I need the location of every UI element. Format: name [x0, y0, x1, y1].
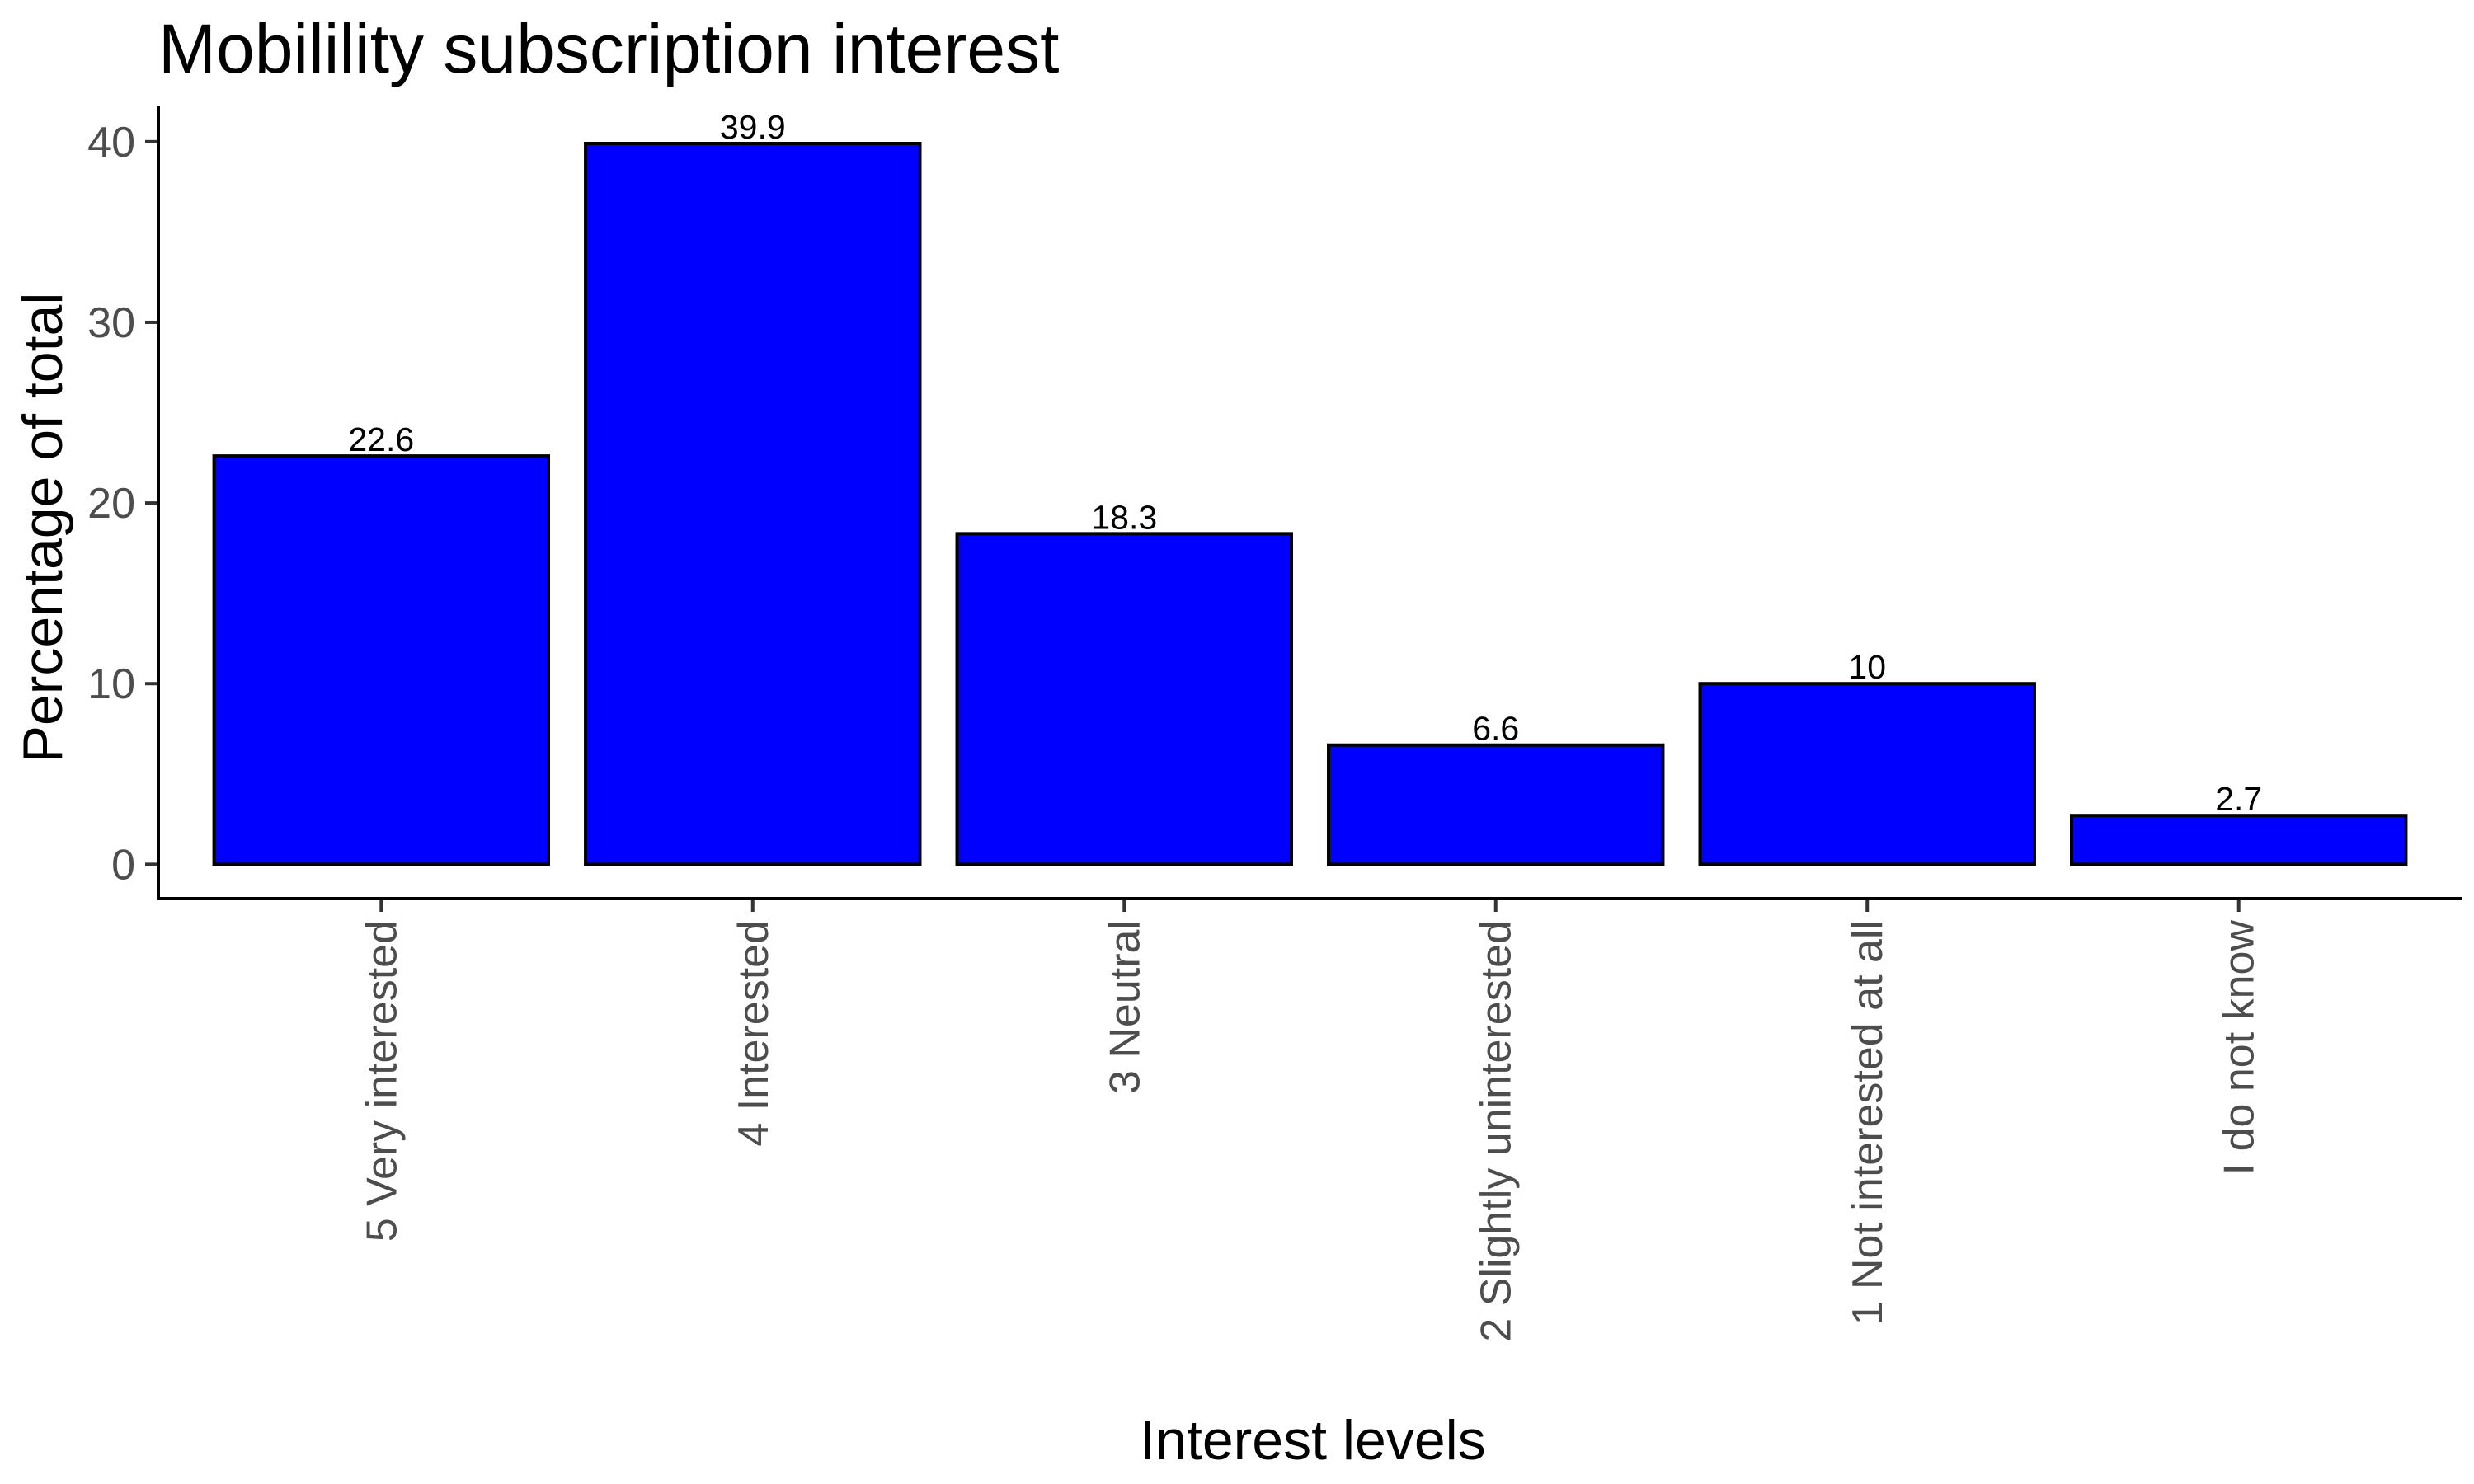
x-tick-label: 2 Slightly uninterested: [1473, 920, 1521, 1342]
axis-lines: [157, 106, 2462, 900]
y-axis-ticks: 0 10 20 30 40: [87, 119, 158, 889]
data-label: 10: [1848, 648, 1886, 686]
bar: [2069, 814, 2408, 866]
bar: [955, 532, 1293, 866]
x-tick-label: I do not know: [2216, 920, 2264, 1176]
data-label: 18.3: [1091, 498, 1157, 536]
chart-title: Mobilility subscription interest: [158, 10, 1059, 87]
data-labels-group: 22.6 39.9 18.3 6.6 10 2.7: [348, 108, 2262, 818]
y-tick-label: 10: [87, 660, 135, 708]
y-tick-label: 0: [111, 841, 135, 889]
bar: [584, 142, 922, 866]
data-label: 2.7: [2215, 780, 2262, 818]
x-tick-label: 3 Neutral: [1101, 920, 1149, 1094]
x-tick-label: 1 Not interested at all: [1844, 920, 1892, 1325]
data-label: 39.9: [720, 108, 786, 146]
bar: [212, 454, 551, 866]
x-axis-ticks: 5 Very interested 4 Interested 3 Neutral 2 …: [358, 899, 2264, 1342]
y-tick-label: 30: [87, 299, 135, 347]
y-tick-label: 20: [87, 480, 135, 528]
y-axis-title: Percentage of total: [12, 293, 74, 763]
y-tick-label: 40: [87, 119, 135, 167]
data-label: 22.6: [348, 420, 414, 458]
bar: [1698, 682, 2036, 866]
x-tick-label: 5 Very interested: [358, 920, 406, 1242]
bars-group: [212, 142, 2408, 866]
bar: [1327, 743, 1665, 866]
data-label: 6.6: [1472, 710, 1519, 748]
x-tick-label: 4 Interested: [730, 920, 778, 1147]
x-axis-title: Interest levels: [1140, 1409, 1486, 1472]
